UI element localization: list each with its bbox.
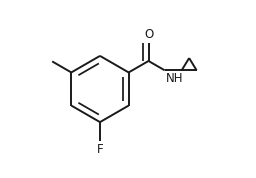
Text: F: F bbox=[97, 143, 103, 156]
Text: NH: NH bbox=[166, 72, 184, 85]
Text: O: O bbox=[144, 28, 153, 41]
